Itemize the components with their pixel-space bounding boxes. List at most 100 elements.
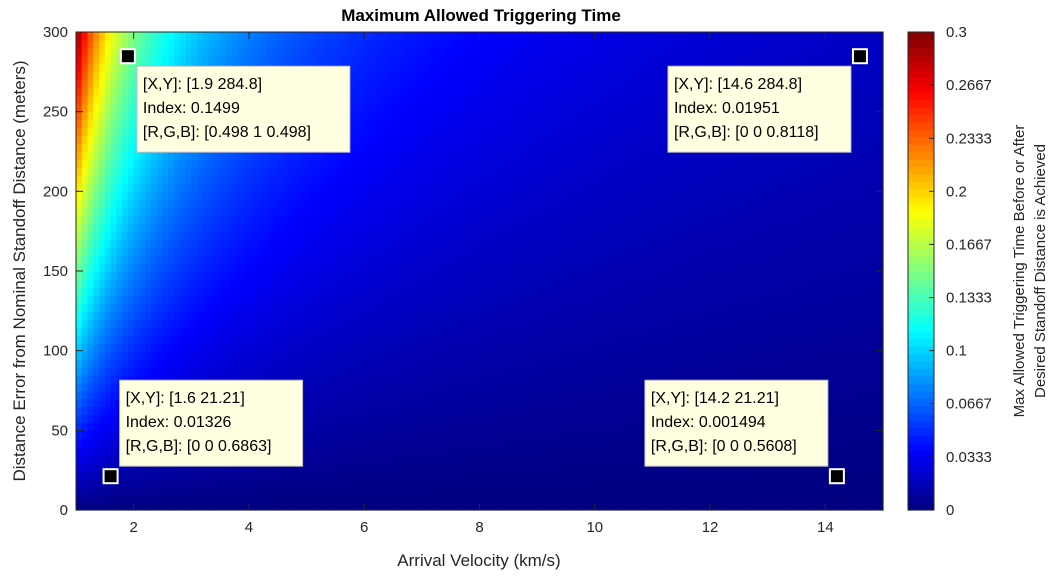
heatmap-cell (646, 494, 654, 503)
heatmap-cell (658, 358, 665, 368)
heatmap-cell (364, 430, 371, 439)
heatmap-cell (842, 502, 850, 511)
heatmap-cell (295, 494, 302, 503)
heatmap-cell (393, 278, 400, 288)
heatmap-cell (93, 374, 100, 384)
heatmap-cell (565, 406, 573, 415)
heatmap-cell (698, 286, 705, 296)
heatmap-cell (456, 438, 463, 447)
heatmap-cell (335, 263, 342, 272)
heatmap-cell (571, 470, 579, 479)
heatmap-cell (462, 494, 469, 503)
heatmap-cell (635, 486, 642, 495)
heatmap-cell (675, 278, 682, 288)
heatmap-cell (444, 470, 452, 479)
heatmap-cell (629, 422, 636, 431)
heatmap-cell (560, 390, 567, 400)
heatmap-cell (404, 286, 411, 296)
heatmap-cell (346, 390, 354, 400)
heatmap-cell (669, 247, 677, 256)
heatmap-cell (537, 239, 544, 248)
heatmap-cell (364, 231, 371, 240)
heatmap-cell (191, 310, 198, 320)
heatmap-cell (698, 294, 705, 304)
heatmap-cell (808, 302, 815, 312)
heatmap-cell (646, 263, 654, 272)
heatmap-cell (116, 247, 123, 256)
heatmap-cell (612, 302, 619, 312)
heatmap-cell (744, 350, 752, 360)
heatmap-cell (663, 334, 671, 344)
heatmap-cell (364, 247, 371, 256)
heatmap-cell (127, 494, 135, 503)
heatmap-cell (761, 350, 769, 360)
heatmap-cell (266, 310, 273, 320)
heatmap-cell (122, 302, 129, 312)
heatmap-cell (796, 318, 803, 328)
heatmap-cell (663, 278, 671, 288)
heatmap-cell (721, 310, 728, 320)
heatmap-cell (283, 350, 290, 360)
heatmap-cell (831, 310, 838, 320)
heatmap-cell (369, 358, 377, 368)
heatmap-cell (393, 223, 400, 232)
heatmap-cell (444, 454, 452, 463)
heatmap-cell (502, 223, 509, 232)
heatmap-cell (617, 286, 625, 296)
heatmap-cell (260, 271, 267, 280)
heatmap-cell (87, 278, 94, 288)
heatmap-cell (127, 502, 135, 511)
heatmap-cell (404, 350, 411, 360)
heatmap-cell (427, 223, 434, 232)
heatmap-cell (785, 239, 792, 248)
heatmap-cell (496, 438, 504, 447)
heatmap-cell (715, 366, 723, 376)
heatmap-cell (871, 494, 878, 503)
heatmap-cell (248, 223, 256, 232)
heatmap-cell (756, 310, 763, 320)
heatmap-cell (491, 294, 498, 304)
heatmap-cell (761, 366, 769, 376)
heatmap-cell (750, 239, 757, 248)
heatmap-cell (156, 486, 164, 495)
heatmap-cell (306, 247, 313, 256)
heatmap-cell (439, 302, 446, 312)
heatmap-cell (548, 462, 556, 471)
heatmap-cell (346, 494, 354, 503)
heatmap-cell (208, 366, 215, 376)
heatmap-cell (93, 239, 100, 248)
heatmap-cell (623, 263, 630, 272)
heatmap-cell (848, 454, 855, 463)
heatmap-cell (318, 430, 325, 439)
heatmap-cell (802, 334, 809, 344)
heatmap-cell (842, 438, 850, 447)
heatmap-cell (393, 318, 400, 328)
heatmap-cell (617, 406, 625, 415)
heatmap-cell (456, 342, 463, 352)
heatmap-cell (669, 286, 677, 296)
heatmap-cell (819, 366, 826, 376)
heatmap-cell (139, 470, 146, 479)
heatmap-cell (404, 231, 411, 240)
heatmap-cell (652, 263, 659, 272)
heatmap-cell (173, 358, 181, 368)
heatmap-cell (491, 278, 498, 288)
heatmap-cell (439, 223, 446, 232)
heatmap-cell (710, 486, 717, 495)
heatmap-cell (410, 446, 417, 455)
heatmap-cell (577, 374, 584, 384)
heatmap-cell (110, 374, 117, 384)
heatmap-cell (289, 310, 296, 320)
heatmap-cell (652, 326, 659, 336)
heatmap-cell (289, 502, 296, 511)
heatmap-cell (467, 239, 475, 248)
heatmap-cell (767, 310, 775, 320)
heatmap-cell (387, 390, 394, 400)
heatmap-cell (81, 318, 89, 328)
heatmap-cell (139, 271, 146, 280)
heatmap-cell (335, 462, 342, 471)
heatmap-cell (502, 350, 509, 360)
heatmap-cell (145, 302, 152, 312)
heatmap-cell (687, 478, 694, 487)
heatmap-cell (289, 478, 296, 487)
